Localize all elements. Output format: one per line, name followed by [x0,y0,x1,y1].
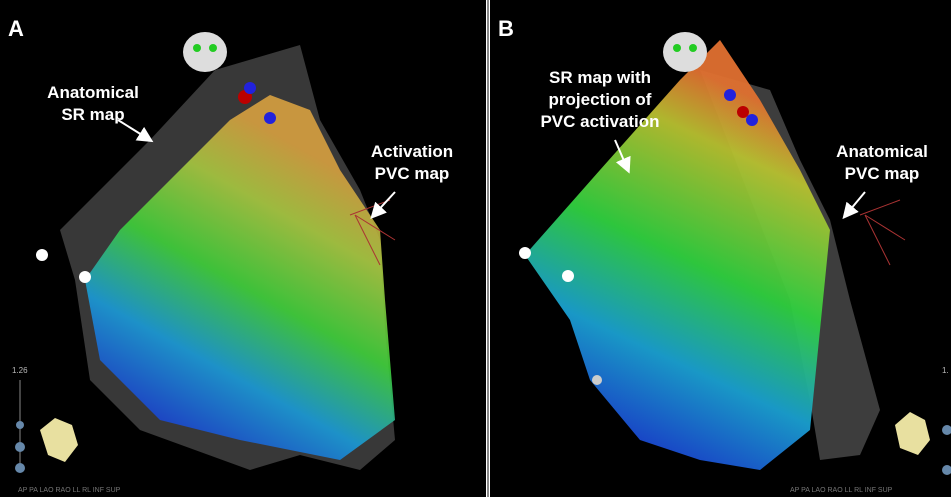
annotation: SR map with [549,68,651,87]
annotation: PVC map [845,164,920,183]
view-bar: AP PA LAO RAO LL RL INF SUP [790,487,893,494]
annotation: Anatomical [47,83,139,102]
annotation: PVC activation [540,112,659,131]
scale-value: 1.26 [12,366,28,375]
annotation: Activation [371,142,453,161]
annotation: PVC map [375,164,450,183]
figure: A B Anatomical SR map Activation PVC map SR … [0,0,951,497]
annotation: projection of [549,90,652,109]
scale-value: 1. [942,366,949,375]
view-bar: AP PA LAO RAO LL RL INF SUP [18,487,121,494]
panel-label: B [498,16,514,41]
annotation: SR map [61,105,124,124]
annotation: Anatomical [836,142,928,161]
panel-label: A [8,16,24,41]
